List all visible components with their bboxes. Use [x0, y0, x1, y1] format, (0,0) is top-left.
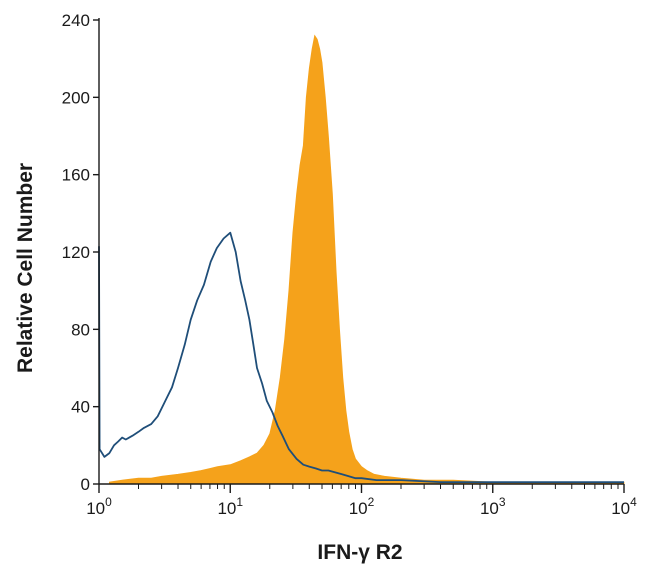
x-tick-label: 100 — [86, 495, 112, 518]
y-tick-label: 240 — [62, 11, 90, 30]
y-axis-label: Relative Cell Number — [14, 163, 37, 373]
y-tick-label: 160 — [62, 166, 90, 185]
labels-layer: 0 40 80 120 160 200 240 100 101 102 103 104 — [62, 11, 637, 518]
outline-histogram — [98, 231, 624, 483]
x-tick-label: 101 — [217, 495, 243, 518]
y-tick-label: 120 — [62, 243, 90, 262]
axes-layer — [93, 18, 625, 493]
series-layer — [98, 34, 625, 485]
y-tick-label: 80 — [71, 320, 90, 339]
x-tick-label: 102 — [349, 495, 375, 518]
y-tick-label: 0 — [81, 475, 90, 494]
x-axis-label: IFN-γ R2 — [317, 541, 402, 564]
x-tick-label: 104 — [611, 495, 637, 518]
y-tick-label: 40 — [71, 398, 90, 417]
y-tick-label: 200 — [62, 88, 90, 107]
filled-histogram — [109, 34, 625, 485]
x-tick-label: 103 — [480, 495, 506, 518]
